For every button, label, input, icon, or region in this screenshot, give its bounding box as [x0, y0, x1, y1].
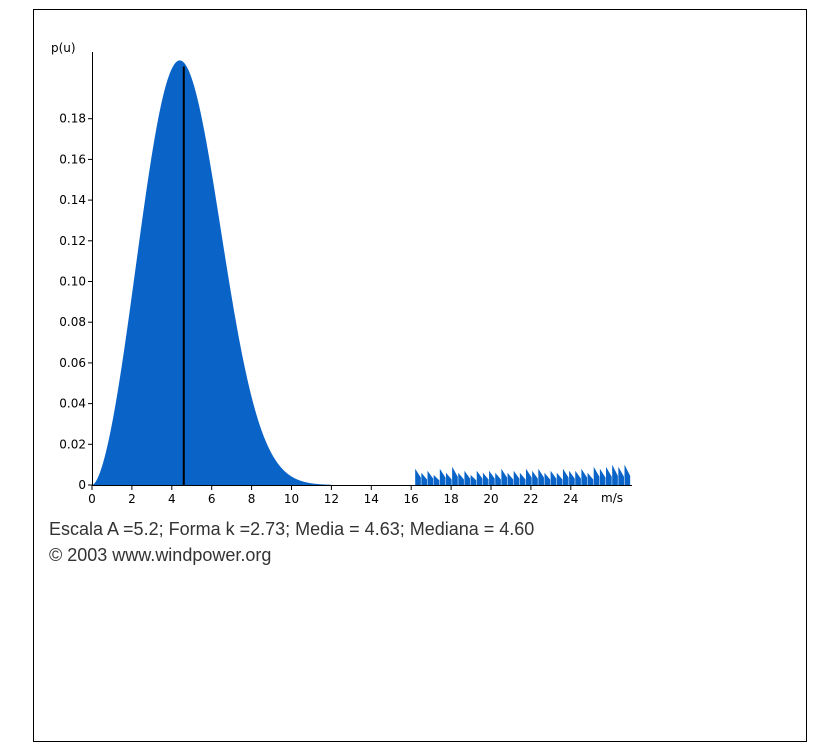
weibull-chart: 0 2 4 6 8 10 12 14 16 18 20 22 2400.020.040.060.080.…: [51, 41, 632, 506]
spike-mark: [606, 466, 612, 485]
spike-mark: [532, 470, 538, 485]
spike-mark: [415, 468, 421, 485]
spike-mark: [427, 470, 434, 485]
spike-mark: [421, 472, 428, 485]
copyright-caption: © 2003 www.windpower.org: [49, 545, 272, 565]
y-tick-label: 0.06: [59, 356, 86, 370]
spike-mark: [452, 466, 458, 485]
parameters-caption: Escala A =5.2; Forma k =2.73; Media = 4.…: [49, 519, 535, 539]
spike-mark: [581, 468, 588, 485]
x-tick-label: 4: [168, 492, 176, 506]
y-tick-label: 0.08: [59, 315, 86, 329]
spike-mark: [458, 472, 464, 485]
x-tick-label: 14: [364, 492, 379, 506]
y-tick-label: 0.02: [59, 437, 86, 451]
y-tick-label: 0.18: [59, 112, 86, 126]
spike-mark: [556, 472, 563, 485]
x-tick-label: 18: [443, 492, 458, 506]
spike-mark: [526, 468, 532, 485]
ticks: 0 2 4 6 8 10 12 14 16 18 20 22 2400.020.040.060.080.…: [59, 112, 578, 506]
distribution-area: [92, 60, 332, 485]
spike-mark: [624, 464, 631, 485]
spike-mark: [569, 470, 575, 485]
spike-mark: [618, 466, 624, 485]
x-tick-label: 16: [404, 492, 419, 506]
spike-mark: [562, 468, 569, 485]
spike-mark: [476, 470, 483, 485]
spike-mark: [470, 474, 477, 485]
distribution-area-path: [92, 60, 332, 485]
spike-mark: [538, 468, 544, 485]
y-tick-label: 0.12: [59, 234, 86, 248]
spike-series: [415, 464, 631, 485]
x-tick-label: 10: [284, 492, 299, 506]
spike-mark: [439, 468, 446, 485]
y-tick-label: 0.16: [59, 152, 86, 166]
spike-mark: [575, 470, 581, 485]
spike-mark: [513, 470, 520, 485]
spike-mark: [544, 472, 551, 485]
x-tick-label: 6: [208, 492, 216, 506]
spike-mark: [599, 468, 606, 485]
x-axis-label: m/s: [601, 491, 623, 505]
y-axis-label: p(u): [51, 41, 76, 55]
spike-mark: [495, 472, 501, 485]
x-tick-label: 24: [563, 492, 578, 506]
x-tick-label: 0: [88, 492, 96, 506]
spike-mark: [550, 470, 557, 485]
spike-mark: [501, 468, 508, 485]
x-tick-label: 20: [483, 492, 498, 506]
spike-mark: [489, 470, 495, 485]
x-tick-label: 12: [324, 492, 339, 506]
spike-mark: [464, 470, 471, 485]
spike-mark: [612, 464, 618, 485]
spike-mark: [587, 472, 594, 485]
y-tick-label: 0.14: [59, 193, 86, 207]
y-tick-label: 0.10: [59, 275, 86, 289]
x-tick-label: 22: [523, 492, 538, 506]
axes: [92, 52, 632, 486]
x-tick-label: 8: [248, 492, 256, 506]
spike-mark: [593, 466, 600, 485]
x-tick-label: 2: [128, 492, 136, 506]
spike-mark: [507, 472, 514, 485]
spike-mark: [482, 472, 489, 485]
y-tick-label: 0.04: [59, 397, 86, 411]
spike-mark: [433, 474, 440, 485]
spike-mark: [445, 472, 452, 485]
y-tick-label: 0: [78, 478, 86, 492]
spike-mark: [519, 472, 526, 485]
